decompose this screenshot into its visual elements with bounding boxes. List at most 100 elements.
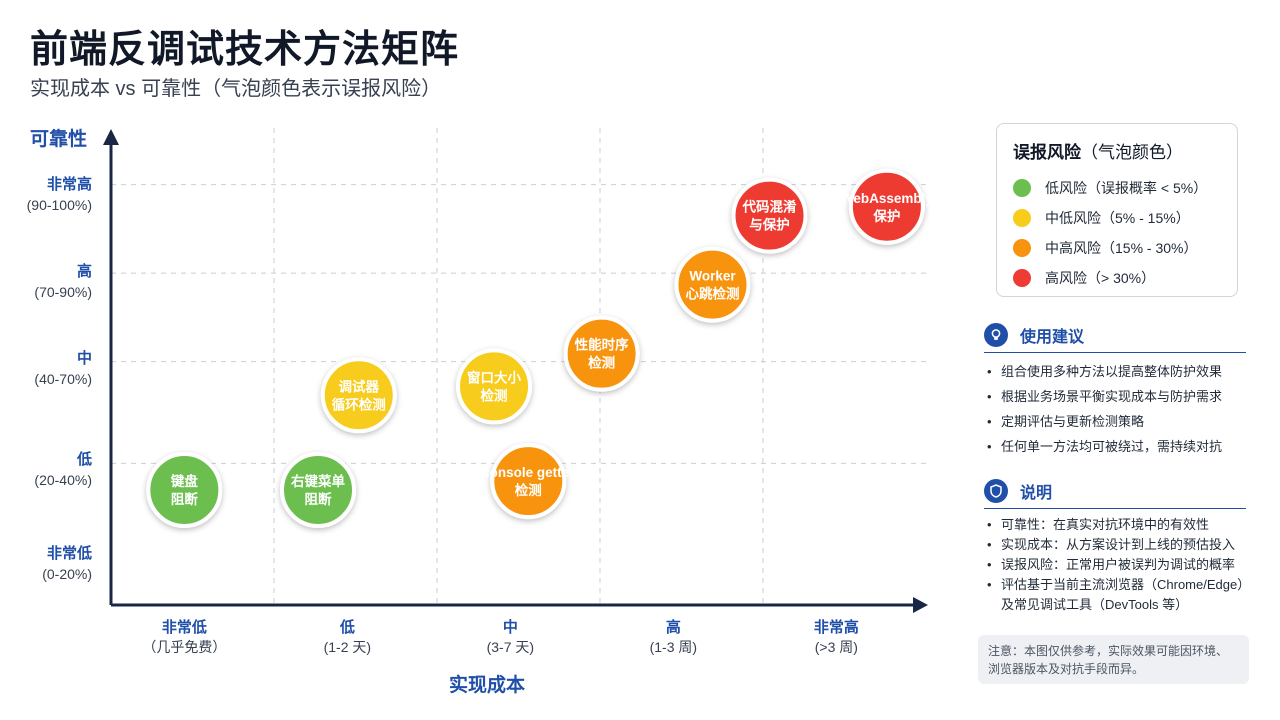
y-tick-label: 非常低 <box>47 544 92 562</box>
usage-list: 组合使用多种方法以提高整体防护效果根据业务场景平衡实现成本与防护需求定期评估与更… <box>984 359 1246 459</box>
legend-title: 误报风险（气泡颜色） <box>1013 143 1183 162</box>
bubble-label: WebAssembly <box>841 191 934 206</box>
usage-section: 使用建议 组合使用多种方法以提高整体防护效果根据业务场景平衡实现成本与防护需求定… <box>984 322 1246 459</box>
legend-swatch <box>1013 239 1031 257</box>
bubble-label: 键盘 <box>170 473 198 489</box>
bubble-chart: 可靠性 实现成本 非常低 （几乎免费） 低 (1-2 天) 中 (3-7 天) 高 (1-3 … <box>26 127 934 696</box>
legend-item: 中高风险（15% - 30%） <box>1013 233 1221 263</box>
lightbulb-icon <box>984 323 1008 347</box>
y-tick-label: 非常高 <box>47 175 92 193</box>
notes-title: 说明 <box>1020 485 1053 502</box>
x-tick-sublabel: (3-7 天) <box>487 639 534 655</box>
x-axis-arrow <box>913 597 928 613</box>
bubble-label: 检测 <box>481 387 508 403</box>
notes-item: 误报风险：正常用户被误判为调试的概率 <box>984 555 1246 575</box>
data-bubble: Worker 心跳检测 <box>674 246 751 323</box>
notes-item: 评估基于当前主流浏览器（Chrome/Edge）及常见调试工具（DevTools… <box>984 575 1246 615</box>
data-bubble: console getter 检测 <box>482 443 575 520</box>
legend-label: 低风险（误报概率 < 5%） <box>1045 180 1208 196</box>
y-axis-title: 可靠性 <box>30 127 87 150</box>
y-tick-sublabel: (70-90%) <box>34 284 92 300</box>
y-axis-arrow <box>103 129 119 145</box>
usage-item: 定期评估与更新检测策略 <box>984 409 1246 434</box>
legend-label: 高风险（> 30%） <box>1045 270 1156 286</box>
bubble-label: 保护 <box>872 208 900 224</box>
legend-items: 低风险（误报概率 < 5%） 中低风险（5% - 15%） 中高风险（15% - 3… <box>1013 173 1221 293</box>
bubble-label: 代码混淆 <box>742 199 797 215</box>
x-tick-label: 非常高 <box>814 618 859 636</box>
notes-divider <box>984 508 1246 509</box>
x-tick-label: 中 <box>503 618 518 636</box>
usage-title: 使用建议 <box>1020 329 1085 346</box>
bubble-label: 检测 <box>588 355 615 371</box>
legend-swatch <box>1013 209 1031 227</box>
bubble-circle <box>731 177 808 254</box>
page-subtitle: 实现成本 vs 可靠性（气泡颜色表示误报风险） <box>30 78 442 100</box>
usage-item: 组合使用多种方法以提高整体防护效果 <box>984 359 1246 384</box>
risk-legend: 误报风险（气泡颜色） 低风险（误报概率 < 5%） 中低风险（5% - 15%） 中… <box>996 123 1238 297</box>
y-tick-sublabel: (90-100%) <box>27 197 92 213</box>
notes-item: 实现成本：从方案设计到上线的预估投入 <box>984 535 1246 555</box>
legend-item: 高风险（> 30%） <box>1013 263 1221 293</box>
usage-divider <box>984 352 1246 353</box>
bubble-circle <box>280 451 357 528</box>
bubble-label: 循环检测 <box>332 396 386 412</box>
grid-lines <box>111 128 930 605</box>
y-tick-sublabel: (40-70%) <box>34 371 92 387</box>
bubble-label: 阻断 <box>171 491 198 507</box>
bubble-label: console getter <box>482 465 575 480</box>
bubble-label: 阻断 <box>305 491 332 507</box>
legend-item: 低风险（误报概率 < 5%） <box>1013 173 1221 203</box>
bubble-circle <box>563 315 640 392</box>
y-tick-label: 中 <box>77 349 92 367</box>
legend-label: 中高风险（15% - 30%） <box>1045 240 1198 256</box>
bubble-circle <box>456 348 533 425</box>
data-bubble: WebAssembly 保护 <box>841 168 934 245</box>
usage-item: 任何单一方法均可被绕过，需持续对抗 <box>984 434 1246 459</box>
y-tick-label: 高 <box>77 262 92 280</box>
tick-labels: 非常低 （几乎免费） 低 (1-2 天) 中 (3-7 天) 高 (1-3 周) 非常高 (>3 … <box>27 175 859 655</box>
legend-swatch <box>1013 179 1031 197</box>
legend-label: 中低风险（5% - 15%） <box>1045 210 1190 226</box>
page-title: 前端反调试技术方法矩阵 <box>30 29 460 71</box>
y-tick-sublabel: (0-20%) <box>42 566 92 582</box>
bubble-label: Worker <box>689 269 736 284</box>
bubble-label: 与保护 <box>749 217 790 233</box>
notes-list: 可靠性：在真实对抗环境中的有效性实现成本：从方案设计到上线的预估投入误报风险：正… <box>984 515 1246 615</box>
bubble-label: 性能时序 <box>575 337 629 353</box>
shield-icon <box>984 479 1008 503</box>
bubble-label: 窗口大小 <box>467 369 521 385</box>
bubble-label: 调试器 <box>339 378 380 394</box>
bubble-circle <box>490 443 567 520</box>
legend-item: 中低风险（5% - 15%） <box>1013 203 1221 233</box>
x-tick-sublabel: (1-2 天) <box>324 639 371 655</box>
x-tick-label: 非常低 <box>162 618 207 636</box>
y-tick-sublabel: (20-40%) <box>34 472 92 488</box>
x-tick-sublabel: （几乎免费） <box>142 639 226 655</box>
bubble-label: 心跳检测 <box>685 286 739 302</box>
bubble-circle <box>146 451 223 528</box>
bubble-circle <box>848 168 925 245</box>
bubble-circle <box>320 357 397 434</box>
notes-item: 可靠性：在真实对抗环境中的有效性 <box>984 515 1246 535</box>
bubble-label: 检测 <box>515 482 542 498</box>
usage-item: 根据业务场景平衡实现成本与防护需求 <box>984 384 1246 409</box>
axes: 可靠性 实现成本 <box>30 127 928 696</box>
x-tick-label: 高 <box>666 618 681 636</box>
disclaimer-note: 注意：本图仅供参考，实际效果可能因环境、浏览器版本及对抗手段而异。 <box>978 635 1249 684</box>
bubble-label: 右键菜单 <box>291 473 345 489</box>
legend-swatch <box>1013 269 1031 287</box>
x-axis-title: 实现成本 <box>449 673 525 696</box>
x-tick-sublabel: (1-3 周) <box>650 639 697 655</box>
notes-section: 说明 可靠性：在真实对抗环境中的有效性实现成本：从方案设计到上线的预估投入误报风… <box>984 478 1246 615</box>
y-tick-label: 低 <box>76 450 92 468</box>
x-tick-sublabel: (>3 周) <box>815 639 858 655</box>
bubble-circle <box>674 246 751 323</box>
